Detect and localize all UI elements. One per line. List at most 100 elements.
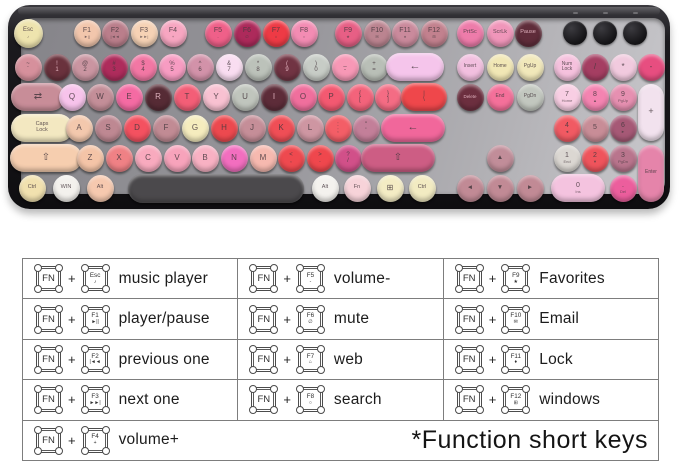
key-7: & 7 xyxy=(215,53,243,81)
plus-sign: + xyxy=(283,311,291,327)
key-x: X xyxy=(105,144,133,172)
key-symbol: ← xyxy=(381,114,445,142)
key-1: ! 1 xyxy=(43,53,71,81)
plus-sign: + xyxy=(68,311,76,327)
key-space xyxy=(128,173,304,203)
shortcut-row: FN + F4 + volume+ *Function short keys xyxy=(23,419,658,460)
keycap-corner xyxy=(454,385,463,394)
keycap-corner xyxy=(454,345,463,354)
footnote-cell: *Function short keys xyxy=(238,421,658,460)
key-symbol: + = xyxy=(360,53,388,81)
keycap-corner xyxy=(316,345,325,354)
key-delete: Delete xyxy=(456,83,484,111)
keycap-corner xyxy=(270,406,279,415)
keycap-corner xyxy=(270,385,279,394)
key-symbol: - xyxy=(637,53,665,81)
keycap-corner xyxy=(522,285,531,294)
key-f10: F10 ✉ xyxy=(363,19,391,47)
shortcut-item: FN + F10 ✉ Email xyxy=(442,299,658,339)
key-f9: F9 ★ xyxy=(334,19,362,47)
key-f5: F5- xyxy=(204,19,232,47)
keycap-corner xyxy=(522,345,531,354)
key-8: 8 ▲ xyxy=(581,83,609,111)
key-esc: Esc ♪ xyxy=(13,18,43,48)
plus-sign: + xyxy=(68,432,76,448)
key-symbol: . Del xyxy=(609,174,637,202)
plus-sign: + xyxy=(283,352,291,368)
fn-key-icon: FN xyxy=(249,264,279,294)
keycap-corner xyxy=(454,264,463,273)
key-a: A xyxy=(65,114,93,142)
keycap-corner xyxy=(34,304,42,313)
key-f11: F11 ♦ xyxy=(391,19,419,47)
keycap-corner xyxy=(80,304,89,313)
function-key-icon: F12 ⊞ xyxy=(501,385,531,415)
shortcut-action: Email xyxy=(539,310,580,328)
shortcut-item: FN + F11 ♦ Lock xyxy=(442,339,658,380)
keycap-corner xyxy=(475,385,484,394)
key-f4: F4 + xyxy=(159,19,187,47)
shortcut-item: FN + F7 ⌂ web xyxy=(237,339,442,380)
keycap-corner xyxy=(475,325,484,334)
keycap-corner xyxy=(34,446,42,455)
keycap-corner xyxy=(475,366,484,375)
key-k: K xyxy=(267,114,295,142)
keycap-corner xyxy=(80,264,89,273)
shortcut-action: volume+ xyxy=(118,431,180,449)
function-key-icon: F6 ∅ xyxy=(295,304,325,334)
keycap-corner xyxy=(55,304,63,313)
key-f6: F6 ∅ xyxy=(233,19,261,47)
key-symbol: ⊞ xyxy=(376,174,404,202)
keycap-corner xyxy=(34,264,42,273)
keycap-corner xyxy=(501,304,510,313)
key-u: U xyxy=(231,83,259,111)
footnote-text: *Function short keys xyxy=(411,425,648,454)
function-key-icon: F7 ⌂ xyxy=(295,345,325,375)
function-key-icon: F5- xyxy=(295,264,325,294)
keycap-corner xyxy=(522,366,531,375)
key-h: H xyxy=(210,114,238,142)
key-4: $ 4 xyxy=(129,53,157,81)
plus-sign: + xyxy=(488,271,497,287)
key-symbol: < , xyxy=(277,144,305,172)
keycap-corner xyxy=(34,285,42,294)
keycap-corner xyxy=(270,304,279,313)
key-symbol: _ - xyxy=(331,53,359,81)
key-symbol: ◄ xyxy=(456,174,484,202)
key-symbol: : ; xyxy=(324,114,352,142)
key-6: 6 ► xyxy=(609,114,637,142)
keycap-corner xyxy=(295,304,304,313)
keycap-corner xyxy=(55,446,63,455)
key-ctrl: Ctrl xyxy=(408,174,436,202)
key-prtsc: PrtSc xyxy=(456,19,484,47)
fn-key-icon: FN xyxy=(34,264,63,294)
key-n: N xyxy=(220,144,248,172)
key-f3: F3 ►►| xyxy=(130,19,158,47)
shortcut-action: mute xyxy=(333,310,370,328)
keycap-corner xyxy=(101,325,110,334)
shortcut-action: player/pause xyxy=(118,310,210,328)
plus-sign: + xyxy=(488,392,497,408)
keycap-corner xyxy=(101,425,110,434)
keycap-corner xyxy=(522,325,531,334)
keycap-corner xyxy=(316,406,325,415)
shortcut-action: next one xyxy=(118,390,180,408)
keycap-corner xyxy=(34,366,42,375)
keycap-corner xyxy=(522,385,531,394)
indicator-light xyxy=(623,21,647,45)
keycap-corner xyxy=(475,285,484,294)
keycap-corner xyxy=(34,406,42,415)
shortcut-item: FN + F6 ∅ mute xyxy=(237,299,442,339)
key-num-lock: Num Lock xyxy=(553,53,581,81)
shortcut-item: FN + F8 ○ search xyxy=(237,380,442,420)
key-symbol: } ] xyxy=(374,83,402,111)
key-symbol: " ' xyxy=(352,114,380,142)
keycap-corner xyxy=(316,304,325,313)
indicator-light xyxy=(563,21,587,45)
shortcut-item: FN + F12 ⊞ windows xyxy=(442,380,658,420)
keycap-corner xyxy=(249,285,258,294)
key-2: 2 ▼ xyxy=(581,144,609,172)
function-key-icon: F2 |◄◄ xyxy=(80,345,110,375)
